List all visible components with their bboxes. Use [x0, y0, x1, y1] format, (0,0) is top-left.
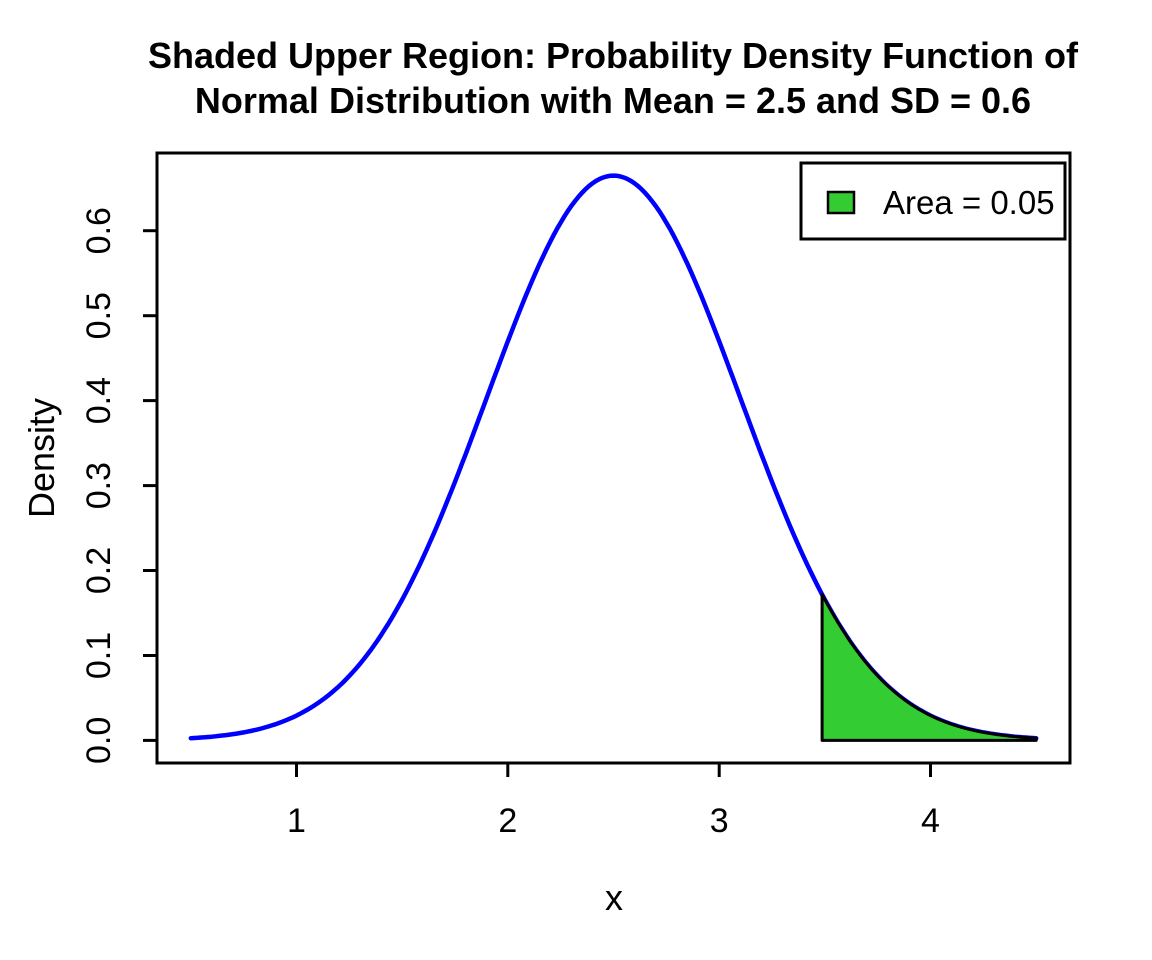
- y-tick-label: 0.6: [80, 207, 118, 254]
- legend: Area = 0.05: [799, 161, 1067, 241]
- y-tick-label: 0.5: [80, 292, 118, 339]
- x-axis-label: x: [605, 877, 623, 918]
- legend-swatch: [826, 190, 856, 215]
- y-tick-label: 0.4: [80, 377, 118, 424]
- y-tick-label: 0.1: [80, 632, 118, 679]
- x-tick-label: 1: [287, 802, 306, 840]
- y-axis-ticks: 0.0 0.1 0.2 0.3 0.4 0.5 0.6: [80, 207, 157, 764]
- x-axis-ticks: 1 2 3 4: [287, 763, 940, 840]
- chart-title-line1: Shaded Upper Region: Probability Density…: [148, 35, 1079, 76]
- legend-label: Area = 0.05: [883, 184, 1055, 221]
- chart-title-line2: Normal Distribution with Mean = 2.5 and …: [195, 80, 1031, 121]
- shaded-upper-region: [820, 592, 1038, 742]
- y-axis-label: Density: [21, 398, 62, 518]
- x-tick-label: 2: [498, 802, 517, 840]
- y-tick-label: 0.0: [80, 717, 118, 764]
- y-tick-label: 0.2: [80, 547, 118, 594]
- x-tick-label: 4: [921, 802, 940, 840]
- plot-border: [155, 151, 1072, 765]
- y-tick-label: 0.3: [80, 462, 118, 509]
- x-tick-label: 3: [710, 802, 729, 840]
